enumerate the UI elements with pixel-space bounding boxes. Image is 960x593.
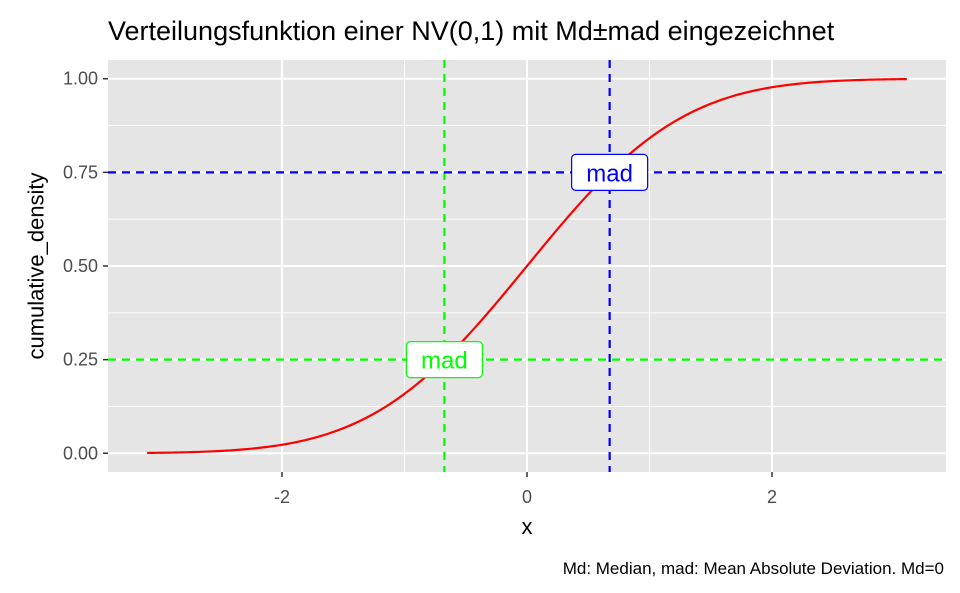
y-tick-label: 0.25 <box>63 350 98 370</box>
mad-label-text: mad <box>421 348 468 375</box>
y-axis-title: cumulative_density <box>24 172 49 359</box>
mad-label: mad <box>405 341 483 379</box>
major-gridlines <box>108 60 946 472</box>
y-tick-label: 0.50 <box>63 256 98 276</box>
y-axis: 0.00 0.25 0.50 0.75 1.00 <box>63 69 108 463</box>
x-axis: -2 0 2 <box>274 472 777 507</box>
x-axis-title: x <box>522 514 533 539</box>
cdf-curve <box>147 77 907 455</box>
annotations: mad mad <box>405 153 649 379</box>
x-tick-label: -2 <box>274 487 290 507</box>
x-tick-label: 2 <box>767 487 777 507</box>
mad-label-box <box>405 341 483 379</box>
chart-title: Verteilungsfunktion einer NV(0,1) mit Md… <box>108 16 835 46</box>
y-tick-label: 0.00 <box>63 443 98 463</box>
mad-label-box <box>571 153 649 191</box>
y-tick-label: 1.00 <box>63 69 98 89</box>
mad-label-text: mad <box>586 160 633 187</box>
y-tick-label: 0.75 <box>63 162 98 182</box>
mad-label: mad <box>571 153 649 191</box>
chart-caption: Md: Median, mad: Mean Absolute Deviation… <box>563 559 944 578</box>
reference-lines <box>108 60 946 472</box>
x-tick-label: 0 <box>522 487 532 507</box>
